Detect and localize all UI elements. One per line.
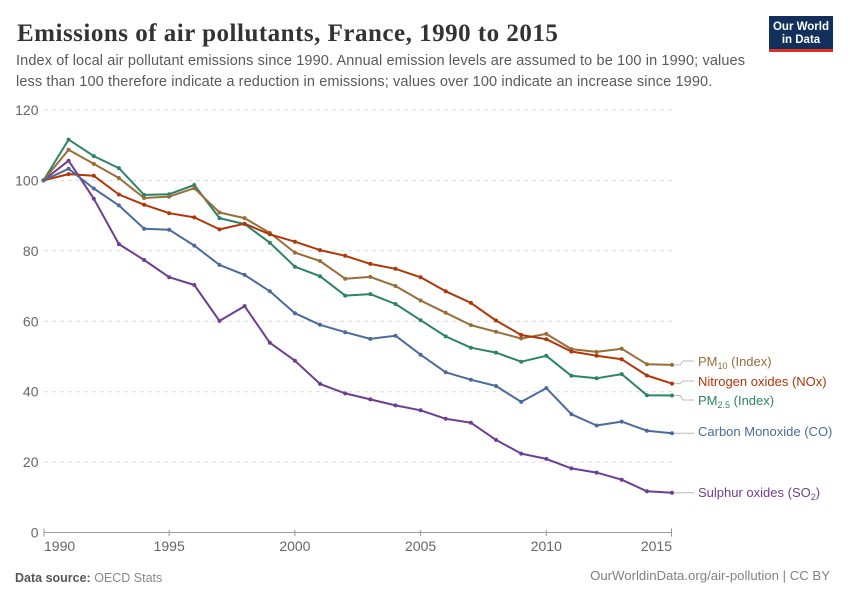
svg-text:2015: 2015 [641, 538, 672, 554]
svg-text:120: 120 [15, 102, 39, 118]
svg-text:20: 20 [23, 454, 39, 470]
svg-text:0: 0 [31, 525, 39, 541]
svg-text:PM2.5 (Index): PM2.5 (Index) [698, 393, 774, 410]
svg-text:2010: 2010 [531, 538, 562, 554]
svg-text:80: 80 [23, 243, 39, 259]
svg-text:100: 100 [15, 172, 39, 188]
svg-text:2000: 2000 [279, 538, 310, 554]
svg-text:1995: 1995 [154, 538, 185, 554]
svg-text:2005: 2005 [405, 538, 436, 554]
svg-text:1990: 1990 [44, 538, 75, 554]
svg-text:PM10 (Index): PM10 (Index) [698, 354, 772, 371]
svg-text:Carbon Monoxide (CO): Carbon Monoxide (CO) [698, 424, 832, 439]
svg-text:Sulphur oxides (SO2): Sulphur oxides (SO2) [698, 485, 820, 502]
svg-text:Nitrogen oxides (NOx): Nitrogen oxides (NOx) [698, 374, 827, 389]
svg-text:40: 40 [23, 384, 39, 400]
svg-text:60: 60 [23, 313, 39, 329]
